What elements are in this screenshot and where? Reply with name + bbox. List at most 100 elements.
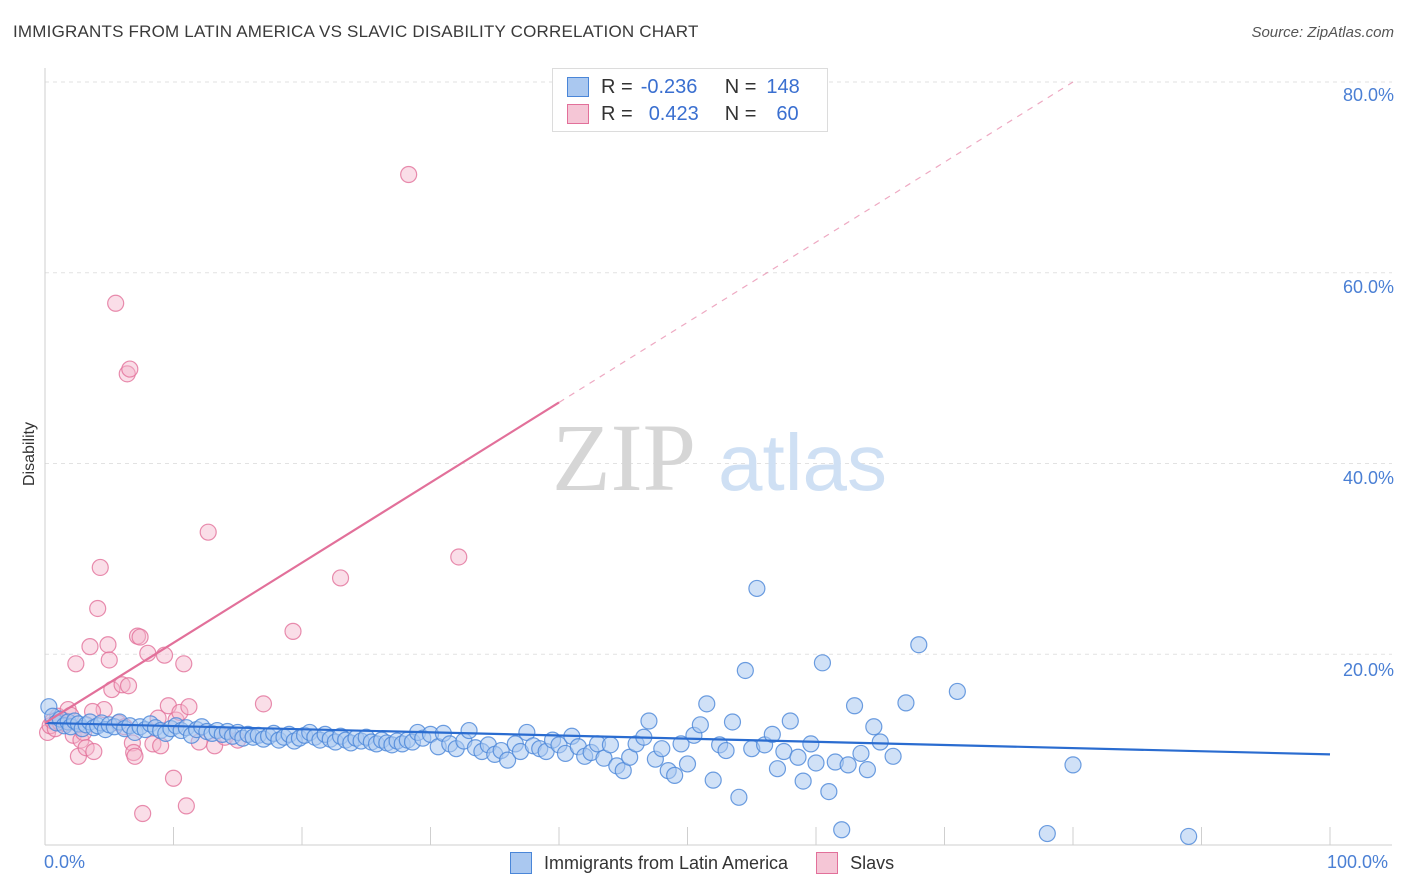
chart-source: Source: ZipAtlas.com xyxy=(1251,24,1394,41)
data-point-latin-america xyxy=(698,695,716,713)
data-point-slavs xyxy=(67,655,85,673)
data-point-latin-america xyxy=(820,782,838,801)
data-point-latin-america xyxy=(839,756,857,774)
data-point-slavs xyxy=(284,622,302,640)
data-point-latin-america xyxy=(865,718,883,736)
y-axis-label: Disability xyxy=(21,422,38,487)
data-point-latin-america xyxy=(884,747,902,765)
chart-title: IMMIGRANTS FROM LATIN AMERICA VS SLAVIC … xyxy=(13,22,699,41)
data-point-slavs xyxy=(331,569,350,587)
stats-row-slavs: R = 0.423 N = 60 xyxy=(567,102,799,126)
data-point-latin-america xyxy=(871,733,889,751)
x-tick-label-100: 100.0% xyxy=(1327,852,1389,872)
data-point-latin-america xyxy=(845,697,864,715)
stats-n-value: 148 xyxy=(766,75,800,98)
trend-line-slavs xyxy=(44,401,560,724)
stats-n-label: N = xyxy=(724,102,757,125)
data-point-latin-america xyxy=(640,712,658,730)
data-point-latin-america xyxy=(601,736,620,754)
stats-r-label: R = xyxy=(601,75,633,98)
data-point-slavs xyxy=(89,599,107,618)
data-point-slavs xyxy=(119,677,138,695)
data-point-latin-america xyxy=(807,754,825,772)
data-point-latin-america xyxy=(460,721,478,740)
data-point-slavs xyxy=(199,523,217,541)
data-point-latin-america xyxy=(833,821,851,839)
series-latin-america-points xyxy=(40,579,1198,846)
data-point-latin-america xyxy=(730,788,748,806)
grid-lines xyxy=(45,81,1392,655)
data-point-latin-america xyxy=(653,740,671,758)
data-point-slavs xyxy=(134,804,152,823)
data-point-latin-america xyxy=(1180,827,1198,846)
data-point-latin-america xyxy=(691,716,709,734)
data-point-slavs xyxy=(77,739,95,757)
legend-item-slavs: Slavs xyxy=(816,852,894,874)
data-point-latin-america xyxy=(852,744,870,763)
legend-swatch-pink xyxy=(816,852,839,874)
stats-n-value: 60 xyxy=(776,102,799,125)
legend-label: Slavs xyxy=(850,852,895,873)
correlation-stats-box: R = -0.236 N = 148 R = 0.423 N = 60 xyxy=(552,68,828,132)
data-point-slavs xyxy=(180,698,198,716)
data-point-latin-america xyxy=(781,712,799,730)
data-point-latin-america xyxy=(666,766,684,784)
data-point-latin-america xyxy=(723,713,742,731)
legend-swatch-blue xyxy=(510,852,532,874)
stats-n-label: N = xyxy=(724,75,757,98)
data-point-slavs xyxy=(175,655,193,673)
trend-line-slavs-extension xyxy=(558,81,1074,403)
y-tick-label-60: 60.0% xyxy=(1342,277,1394,297)
data-point-latin-america xyxy=(1038,824,1056,843)
legend-item-latin-america: Immigrants from Latin America xyxy=(510,852,788,874)
y-tick-label-80: 80.0% xyxy=(1342,85,1394,105)
watermark-atlas: atlas xyxy=(718,418,887,507)
stats-r-label: R = xyxy=(601,102,633,125)
watermark-zip: ZIP xyxy=(552,404,696,511)
data-point-latin-america xyxy=(794,772,812,790)
data-point-latin-america xyxy=(858,761,877,779)
data-point-latin-america xyxy=(789,748,807,766)
data-point-latin-america xyxy=(672,735,690,753)
data-point-slavs xyxy=(99,636,117,654)
data-point-slavs xyxy=(100,651,118,669)
data-point-latin-america xyxy=(768,760,787,778)
data-point-latin-america xyxy=(736,661,754,680)
chart-legend: Immigrants from Latin America Slavs xyxy=(510,852,922,874)
stats-swatch-pink xyxy=(567,104,589,124)
data-point-latin-america xyxy=(717,741,735,760)
data-point-latin-america xyxy=(748,579,766,598)
x-tick-label-0: 0.0% xyxy=(44,852,86,872)
data-point-slavs xyxy=(450,548,468,566)
legend-label: Immigrants from Latin America xyxy=(544,852,789,873)
data-point-latin-america xyxy=(802,735,820,753)
data-point-slavs xyxy=(254,695,273,713)
data-point-latin-america xyxy=(910,636,928,654)
y-tick-label-40: 40.0% xyxy=(1342,468,1394,488)
data-point-slavs xyxy=(118,365,136,383)
data-point-latin-america xyxy=(813,654,832,672)
data-point-latin-america xyxy=(499,751,517,769)
data-point-slavs xyxy=(126,747,144,765)
data-point-slavs xyxy=(91,558,109,577)
data-point-slavs xyxy=(107,294,125,312)
data-point-slavs xyxy=(113,676,131,694)
y-tick-label-20: 20.0% xyxy=(1342,660,1394,680)
data-point-slavs xyxy=(164,769,183,787)
data-point-latin-america xyxy=(678,755,697,773)
data-point-slavs xyxy=(81,638,99,656)
data-point-slavs xyxy=(131,628,149,646)
stats-swatch-blue xyxy=(567,77,589,97)
trend-line-latin-america xyxy=(44,721,1331,756)
stats-row-latin-america: R = -0.236 N = 148 xyxy=(567,75,800,99)
data-point-latin-america xyxy=(704,771,722,789)
series-slavs-points xyxy=(38,165,468,823)
stats-r-value: 0.423 xyxy=(648,102,699,125)
data-point-slavs xyxy=(400,165,418,184)
trend-lines xyxy=(44,81,1331,756)
watermark: ZIP atlas xyxy=(552,404,887,511)
data-point-slavs xyxy=(121,360,139,378)
data-point-latin-america xyxy=(763,725,781,743)
stats-r-value: -0.236 xyxy=(640,75,698,98)
